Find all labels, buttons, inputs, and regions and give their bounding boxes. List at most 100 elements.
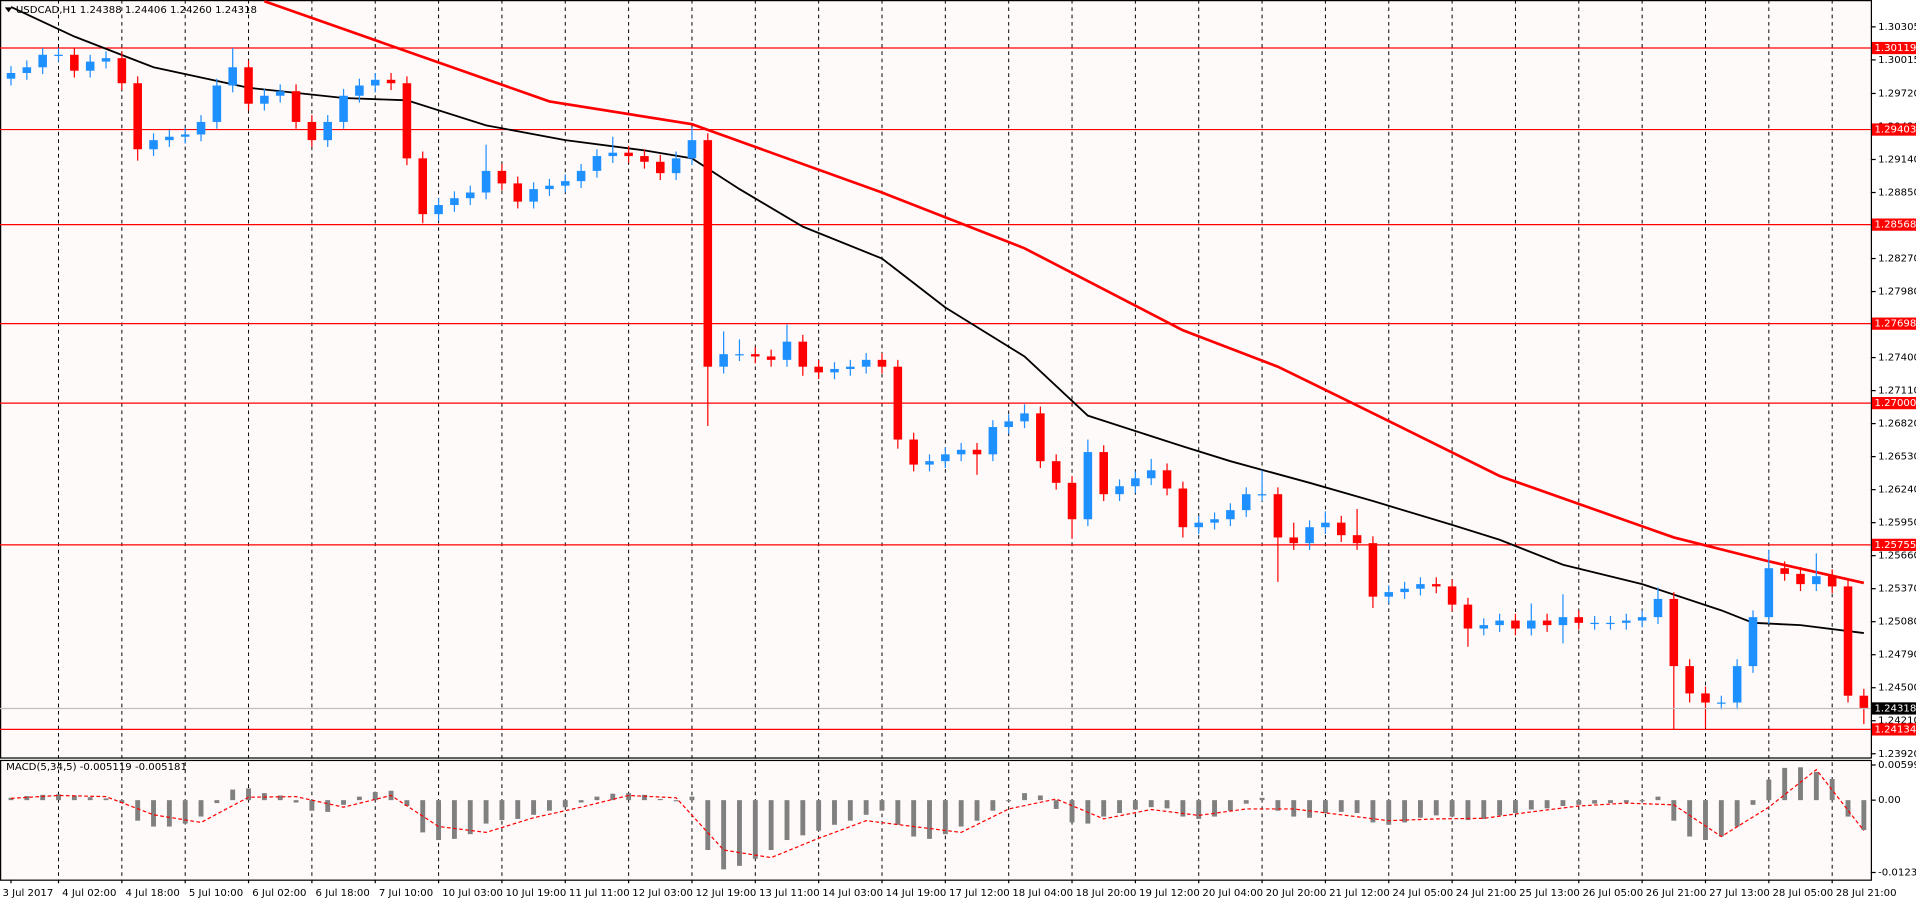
macd-bar: [1560, 800, 1566, 807]
macd-bar: [1069, 800, 1075, 823]
x-tick-label: 26 Jul 21:00: [1646, 888, 1707, 899]
candle-body: [560, 181, 570, 186]
macd-y-tick-label: 0.00: [1878, 795, 1901, 806]
candle-body: [54, 54, 63, 56]
macd-bar: [546, 800, 552, 811]
macd-bar: [1006, 800, 1012, 802]
macd-bar: [1718, 800, 1724, 837]
level-label: 1.24134: [1874, 724, 1916, 735]
candle-body: [275, 91, 285, 96]
candle-body: [1511, 620, 1520, 629]
current-price-label: 1.24318: [1874, 703, 1916, 714]
x-tick-label: 19 Jul 12:00: [1139, 888, 1200, 899]
candle-body: [339, 95, 348, 122]
candle-body: [386, 79, 396, 84]
level-label-box: [1872, 41, 1916, 55]
candle-body: [1336, 522, 1346, 536]
macd-bar: [1782, 767, 1788, 801]
macd-bar: [784, 800, 790, 841]
macd-bar: [1829, 779, 1835, 801]
macd-bar: [467, 800, 473, 835]
x-tick-label: 21 Jul 12:00: [1329, 888, 1390, 899]
macd-bar: [499, 800, 505, 821]
macd-bar: [1734, 800, 1740, 827]
y-tick-label: 1.27980: [1878, 287, 1916, 298]
candle-body: [228, 67, 237, 86]
macd-bar: [816, 800, 822, 831]
level-label-box: [1872, 723, 1916, 736]
candle-body: [1431, 584, 1441, 587]
x-tick-label: 10 Jul 19:00: [506, 888, 567, 899]
macd-bar: [1227, 800, 1233, 811]
candle-body: [1527, 620, 1536, 629]
macd-bar: [768, 800, 774, 851]
macd-bar: [230, 789, 236, 801]
candle-body: [513, 183, 523, 202]
candle-body: [1162, 470, 1172, 489]
candle-body: [244, 67, 253, 104]
menu-arrow: [4, 7, 13, 13]
macd-bar: [1132, 800, 1138, 810]
x-tick-label: 6 Jul 02:00: [252, 888, 306, 899]
x-tick-label: 4 Jul 02:00: [62, 888, 116, 899]
macd-bar: [356, 796, 362, 801]
candle-body: [497, 170, 507, 184]
candle-body: [1210, 519, 1219, 523]
y-tick-label: 1.25370: [1878, 584, 1916, 595]
chart-header: USDCAD,H1 1.24388 1.24406 1.24260 1.2431…: [16, 5, 257, 16]
level-label: 1.29403: [1874, 125, 1916, 136]
macd-bar: [1101, 800, 1107, 817]
candle-body: [703, 140, 713, 367]
candle-body: [1416, 584, 1425, 589]
y-tick-label: 1.24790: [1878, 650, 1916, 661]
candle-body: [1289, 537, 1299, 544]
y-tick-label: 1.27110: [1878, 386, 1916, 397]
y-tick-label: 1.29720: [1878, 88, 1916, 99]
candle-body: [941, 454, 950, 462]
candle-body: [972, 449, 982, 455]
macd-bar: [1544, 800, 1550, 809]
macd-bar: [1813, 771, 1819, 801]
candle-body: [70, 54, 79, 71]
macd-bar: [942, 800, 948, 835]
macd-bar: [1703, 800, 1708, 841]
candle-body: [481, 170, 491, 193]
macd-bar: [1671, 800, 1677, 821]
macd-bar: [657, 798, 663, 801]
macd-bar: [293, 800, 299, 803]
macd-bar: [404, 800, 410, 807]
candle-body: [1653, 598, 1663, 618]
candle-body: [1194, 522, 1203, 528]
macd-bar: [1513, 800, 1518, 814]
level-label: 1.27698: [1874, 319, 1916, 330]
main-panel: [0, 0, 1873, 759]
x-tick-label: 12 Jul 19:00: [696, 888, 757, 899]
macd-signal-line: [10, 768, 1865, 859]
macd-bar: [1861, 800, 1867, 831]
candle-body: [592, 156, 602, 171]
y-tick-label: 1.25950: [1878, 518, 1916, 529]
x-tick-label: 20 Jul 04:00: [1202, 888, 1263, 899]
macd-bar: [1798, 767, 1803, 801]
candle-body: [1067, 482, 1077, 520]
candle-body: [1131, 478, 1140, 487]
macd-bar: [1322, 800, 1328, 814]
macd-bar: [1354, 800, 1360, 814]
macd-bar: [689, 796, 695, 801]
candle-body: [1257, 494, 1267, 496]
candle-body: [1083, 452, 1093, 520]
candle-body: [1590, 622, 1599, 625]
macd-bar: [1117, 800, 1122, 814]
candle-body: [1685, 666, 1694, 694]
candle-body: [671, 158, 681, 174]
y-tick-label: 1.24210: [1878, 716, 1916, 727]
macd-bar: [214, 800, 220, 804]
candle-body: [846, 366, 855, 369]
macd-bar: [737, 800, 742, 866]
macd-bar: [436, 800, 442, 841]
candle-body: [545, 185, 554, 190]
x-tick-label: 5 Jul 10:00: [189, 888, 243, 899]
candle-body: [1812, 576, 1821, 585]
